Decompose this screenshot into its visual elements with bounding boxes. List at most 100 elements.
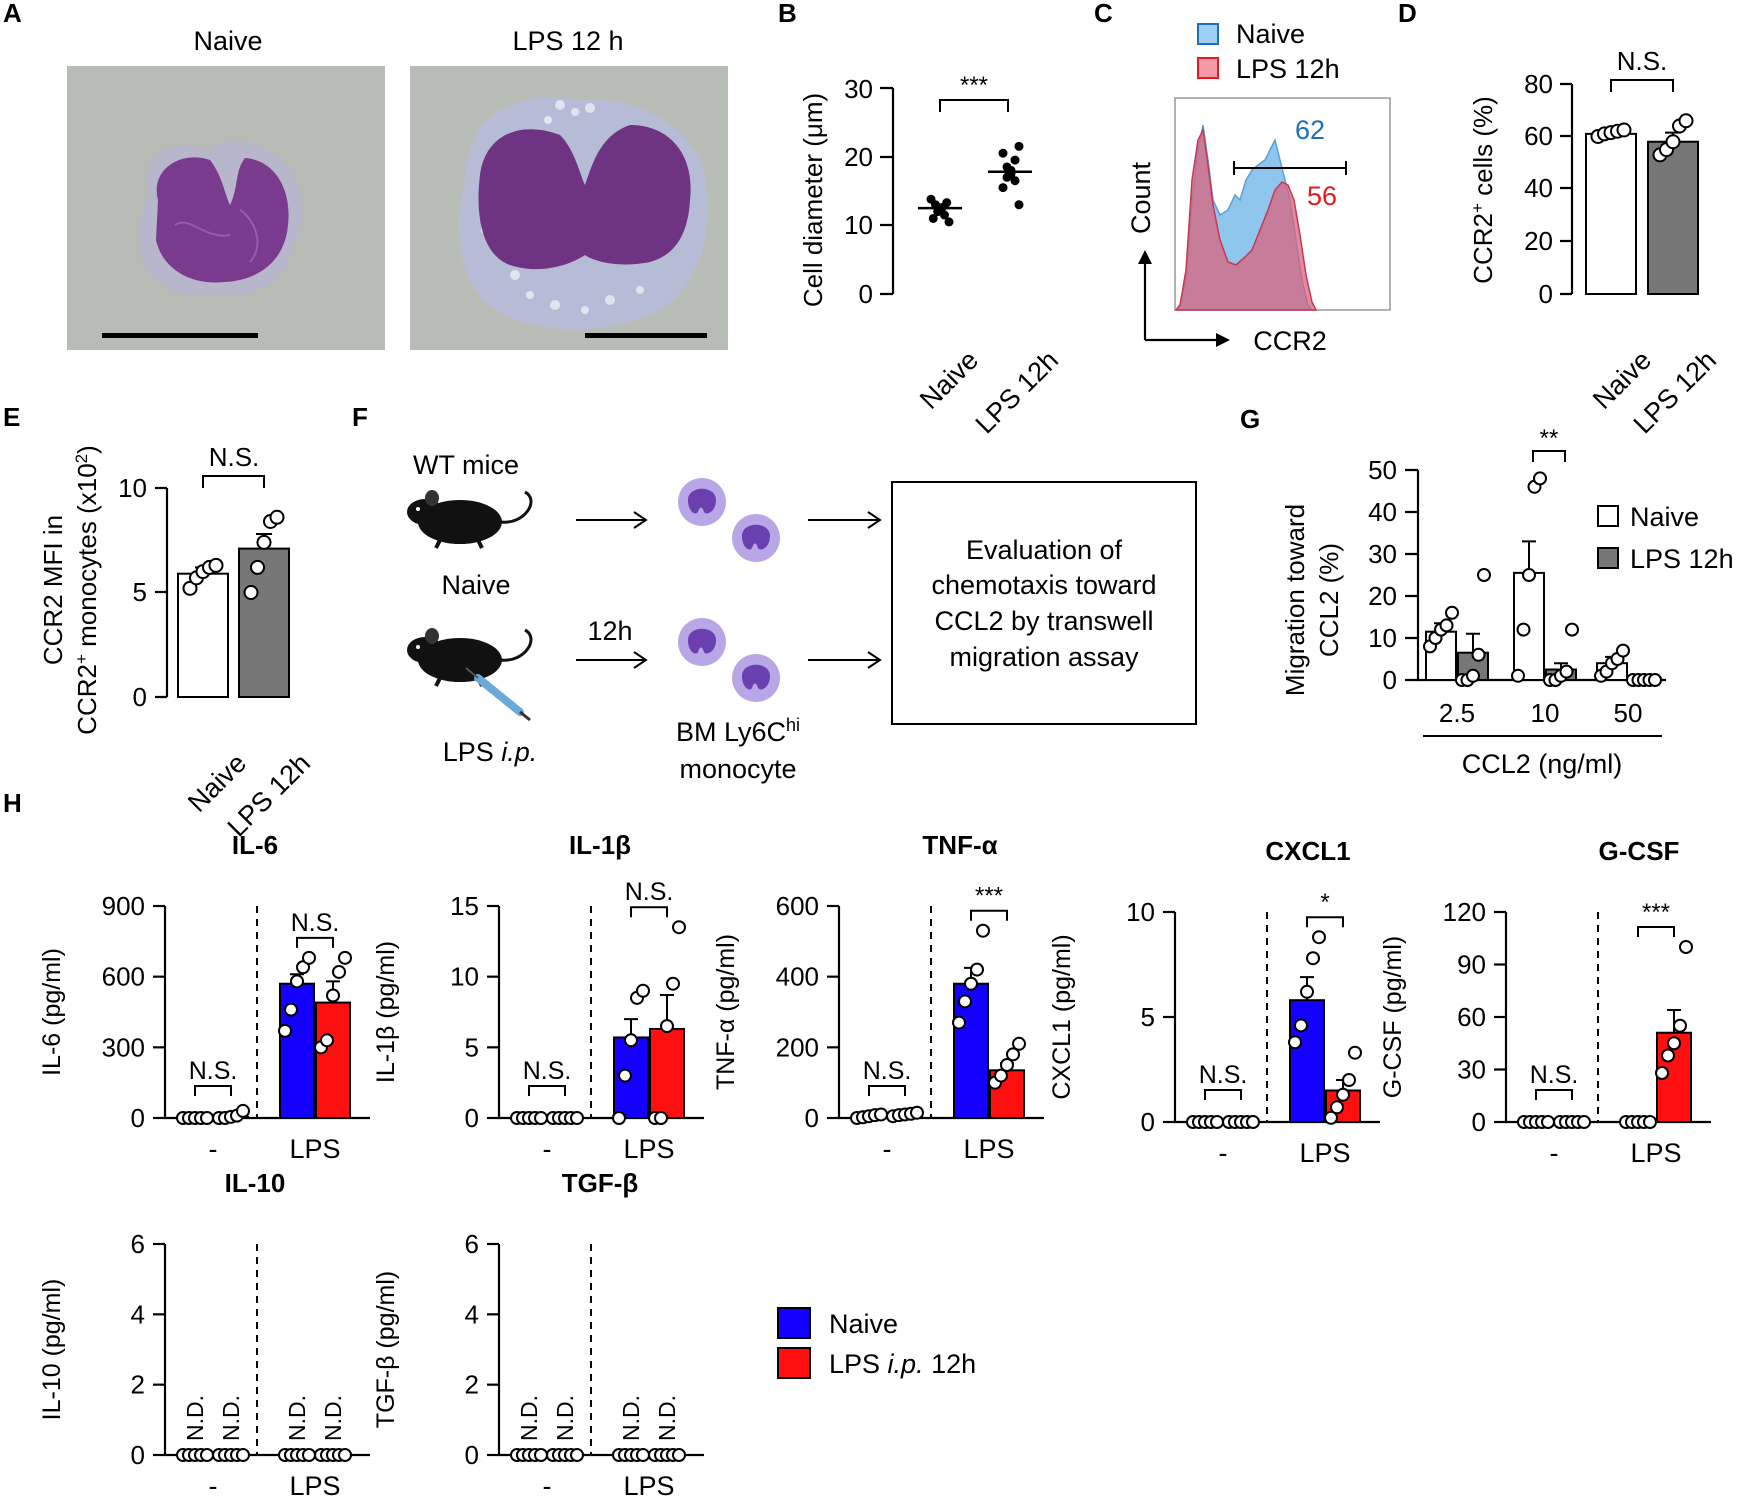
not-detected-label: N.D. xyxy=(218,1395,244,1441)
data-point xyxy=(1661,1048,1675,1063)
data-point xyxy=(998,148,1008,158)
y-tick-label: 0 xyxy=(133,682,147,712)
data-point xyxy=(338,1448,352,1462)
data-point xyxy=(672,920,686,935)
data-point xyxy=(1678,113,1694,129)
y-tick-label: 300 xyxy=(102,1032,145,1062)
data-point xyxy=(998,183,1008,193)
data-point xyxy=(1014,141,1024,151)
y-tick-label: 4 xyxy=(131,1299,145,1329)
data-point xyxy=(1306,951,1320,966)
y-tick-label: 600 xyxy=(102,962,145,992)
cytokine-chart: TGF-β 0 2 4 6 TGF-β (pg/ml) - LPS N.D. N.D. N.D. N.… xyxy=(372,1168,704,1501)
y-tick-label: 10 xyxy=(118,473,147,503)
data-point xyxy=(570,1448,584,1462)
data-point xyxy=(1300,984,1314,999)
data-point xyxy=(1288,1035,1302,1050)
legend-label-lps: LPS i.p. 12h xyxy=(829,1349,976,1379)
data-point xyxy=(1522,568,1536,582)
data-point xyxy=(320,1033,334,1048)
y-axis-label-line1: Migration toward xyxy=(1280,504,1310,696)
significance-label: ** xyxy=(1540,425,1559,452)
cytokine-chart: IL-1β 0 5 10 15 IL-1β (pg/ml) - LPS N.S. N.S. xyxy=(372,830,704,1164)
data-point xyxy=(1577,1115,1591,1129)
bar xyxy=(1585,132,1637,295)
data-point xyxy=(636,983,650,998)
y-tick-label: 0 xyxy=(859,279,873,309)
y-axis-label: Cell diameter (μm) xyxy=(798,93,828,307)
arrow xyxy=(576,651,648,669)
data-point xyxy=(1466,668,1480,683)
data-point xyxy=(534,1448,548,1462)
data-point xyxy=(1012,1036,1026,1051)
data-point xyxy=(666,976,680,991)
data-point xyxy=(970,962,984,977)
naive-label: Naive xyxy=(441,570,510,600)
not-detected-label: N.D. xyxy=(516,1395,542,1441)
data-point xyxy=(1533,471,1547,486)
assay-text-line: Evaluation of xyxy=(966,535,1123,565)
legend: Naive LPS 12h xyxy=(1197,19,1340,84)
y-axis-label: Count xyxy=(1126,161,1156,234)
y-tick-label: 600 xyxy=(776,891,819,921)
panel-label-f: F xyxy=(352,402,368,432)
significance-label: *** xyxy=(1642,899,1670,926)
y-tick-label: 6 xyxy=(465,1229,479,1259)
data-point xyxy=(1516,622,1531,637)
y-tick-label: 4 xyxy=(465,1299,479,1329)
x-tick-label: 2.5 xyxy=(1439,698,1475,728)
legend-swatch-naive xyxy=(1197,23,1219,45)
x-tick-label: Naive xyxy=(914,345,984,415)
significance-label: N.S. xyxy=(1617,46,1668,76)
x-group-label: - xyxy=(1219,1138,1228,1168)
bar xyxy=(279,982,315,1119)
x-tick-label: 50 xyxy=(1614,698,1643,728)
data-point xyxy=(1565,622,1579,637)
not-detected-label: N.D. xyxy=(654,1395,680,1441)
data-point xyxy=(1210,1115,1224,1129)
not-detected-label: N.D. xyxy=(182,1395,208,1441)
significance-bracket xyxy=(970,909,1008,921)
data-point xyxy=(1000,1058,1014,1072)
data-point xyxy=(1006,1047,1020,1062)
significance-bracket xyxy=(528,1085,566,1096)
data-point xyxy=(976,923,990,938)
data-point xyxy=(942,198,952,208)
legend-swatch-naive xyxy=(1597,505,1619,527)
panel-label-g: G xyxy=(1240,404,1260,434)
x-group-label: LPS xyxy=(623,1134,674,1164)
panel-label-a: A xyxy=(3,0,22,28)
data-point xyxy=(1655,1066,1669,1080)
panel-e: 10 5 0 CCR2 MFI in CCR2+ monocytes (x102… xyxy=(38,442,316,842)
error-bar xyxy=(1466,632,1480,653)
y-tick-label: 60 xyxy=(1524,121,1553,151)
data-point xyxy=(624,1033,638,1048)
wt-mice-label: WT mice xyxy=(413,450,519,480)
data-point xyxy=(1511,668,1525,683)
data-point xyxy=(1342,1073,1356,1087)
legend-label-naive: Naive xyxy=(1236,19,1305,49)
y-axis-label: CXCL1 (pg/ml) xyxy=(1048,934,1076,1099)
y-tick-label: 10 xyxy=(844,210,873,240)
y-axis-label-line2: CCL2 (%) xyxy=(1314,543,1344,657)
legend-swatch-lps xyxy=(1597,547,1619,569)
significance-bracket xyxy=(1637,926,1675,937)
monocyte-icon xyxy=(678,478,780,562)
y-tick-label: 0 xyxy=(131,1103,145,1133)
significance-label: N.S. xyxy=(523,1057,572,1085)
data-point xyxy=(1665,134,1681,150)
significance-label: N.S. xyxy=(209,442,260,472)
chart-title: TGF-β xyxy=(562,1168,639,1198)
panel-c: Naive LPS 12h 62 56 Count CCR2 xyxy=(1126,19,1391,356)
panel-label-b: B xyxy=(778,0,797,28)
not-detected-label: N.D. xyxy=(618,1395,644,1441)
data-point xyxy=(1616,122,1632,138)
y-tick-label: 10 xyxy=(1368,623,1397,653)
legend-swatch-lps xyxy=(1197,57,1219,79)
panel-label-e: E xyxy=(3,402,20,432)
assay-text-line: CCL2 by transwell xyxy=(934,606,1153,636)
x-group-label: - xyxy=(1550,1138,1559,1168)
arrow xyxy=(576,511,648,529)
assay-box xyxy=(891,481,1197,725)
chart-title: IL-10 xyxy=(225,1168,286,1198)
